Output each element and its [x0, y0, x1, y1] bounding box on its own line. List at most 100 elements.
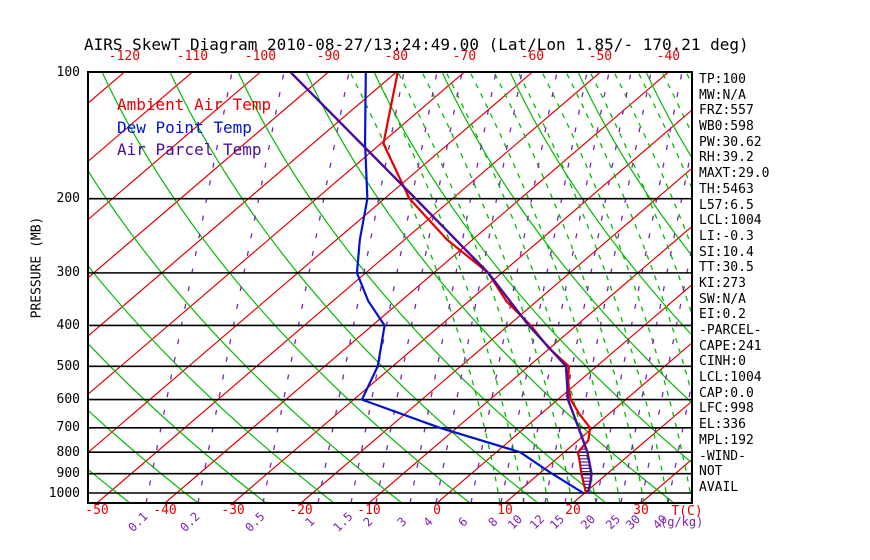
moist-adiabat-line: [373, 72, 525, 503]
dry-adiabat-line: [169, 72, 539, 503]
dry-adiabat-line: [782, 72, 870, 503]
stats-line: TH:5463: [699, 181, 754, 197]
isotherm-line: [88, 72, 465, 396]
plot-title: AIRS SkewT Diagram 2010-08-27/13:24:49.0…: [84, 35, 749, 54]
moist-adiabat-line: [565, 72, 692, 397]
stats-line: -PARCEL-: [699, 323, 762, 338]
moist-adiabat-line: [541, 72, 692, 503]
stats-line: LCL:1004: [699, 213, 762, 229]
dry-adiabat-line: [88, 169, 403, 503]
temp-bottom-tick-label: 10: [497, 503, 513, 518]
isotherm-line: [300, 167, 692, 503]
mixing-ratio-line: [544, 72, 632, 503]
legend-item-dewpoint: Dew Point Temp: [117, 118, 252, 137]
dry-adiabat-line: [645, 72, 692, 159]
dry-adiabat-line: [101, 72, 471, 503]
moist-adiabat-line: [493, 72, 645, 503]
temp-bottom-tick-label: -30: [221, 503, 245, 518]
moist-adiabat-line: [421, 72, 573, 503]
moist-adiabat-line: [758, 72, 870, 503]
moist-adiabat-line: [637, 72, 692, 190]
temp-top-tick-label: -80: [384, 49, 409, 64]
temp-top-tick-label: -120: [108, 49, 141, 64]
moist-adiabat-line: [782, 72, 870, 503]
isotherm-line: [96, 72, 601, 503]
mixing-ratio-line: [435, 72, 523, 503]
isotherm-line: [88, 72, 533, 454]
stats-line: PW:30.62: [699, 134, 762, 150]
pressure-tick-label: 400: [56, 317, 80, 333]
mixing-ratio-line: [595, 72, 683, 503]
moist-adiabat-line: [397, 72, 549, 503]
temp-top-tick-label: -100: [244, 49, 277, 64]
dry-adiabat-line: [237, 72, 607, 503]
stats-line: AVAIL: [699, 479, 739, 495]
stats-line: SI:10.4: [699, 244, 754, 260]
isotherm-line: [232, 109, 692, 503]
stats-line: SW:N/A: [699, 291, 746, 307]
temp-top-tick-label: -40: [656, 49, 681, 64]
pressure-tick-label: 600: [56, 392, 80, 408]
moist-adiabat-line: [806, 72, 870, 503]
moist-adiabat-line: [830, 72, 870, 503]
isotherm-line: [88, 72, 193, 163]
isotherm-line: [572, 400, 692, 503]
stats-line: EI:0.2: [699, 307, 746, 323]
series-blue-curve: [355, 72, 584, 494]
temp-bottom-tick-label: 20: [565, 503, 581, 518]
mixing-ratio-line: [409, 72, 497, 503]
stats-line: LFC:998: [699, 401, 754, 417]
plot-area: [0, 72, 870, 503]
mixing-ratio-line: [620, 143, 692, 503]
moist-adiabat-line: [517, 72, 669, 503]
temp-top-tick-label: -70: [452, 49, 477, 64]
stats-line: KI:273: [699, 275, 746, 291]
isotherm-line: [88, 72, 397, 337]
mixing-ratio-line: [262, 72, 350, 503]
mixing-ratio-line: [640, 244, 692, 503]
mixing-ratio-line: [317, 72, 405, 503]
isotherm-line: [436, 283, 692, 503]
mixing-ratio-line: [350, 72, 438, 503]
series-parcel_purple-curve: [289, 72, 593, 494]
moist-adiabat-line: [854, 72, 870, 503]
dry-adiabat-line: [88, 264, 335, 503]
dry-adiabat-line: [577, 72, 692, 257]
temp-bottom-tick-label: -20: [289, 503, 313, 518]
mixing-ratio-line: [500, 72, 588, 503]
stats-line: TP:100: [699, 72, 746, 87]
pressure-tick-label: 300: [56, 265, 80, 281]
stats-line: TT:30.5: [699, 260, 754, 276]
moist-adiabat-line: [613, 72, 692, 250]
temp-bottom-tick-label: 30: [633, 503, 649, 518]
pressure-tick-label: 700: [56, 420, 80, 436]
temp-bottom-tick-label: -40: [153, 503, 177, 518]
series-red-curve: [382, 72, 592, 494]
isotherm-line: [0, 72, 56, 503]
dry-adiabat-line: [441, 72, 692, 404]
pressure-tick-label: 900: [56, 466, 80, 482]
dry-adiabat-line: [509, 72, 692, 337]
stats-line: CINH:0: [699, 354, 746, 370]
stats-line: NOT: [699, 464, 723, 480]
dry-adiabat-line: [88, 468, 131, 503]
stats-line: WB0:598: [699, 119, 754, 135]
isotherm-line: [88, 72, 329, 279]
stats-line: CAPE:241: [699, 338, 762, 354]
temp-bottom-tick-label: -10: [357, 503, 381, 518]
mixing-ratio-line: [564, 72, 652, 503]
dry-adiabat-line: [88, 342, 267, 503]
mixing-ratio-line: [667, 379, 692, 503]
legend-item-ambient: Ambient Air Temp: [117, 95, 272, 114]
mixing-ratio-line: [145, 72, 233, 503]
dry-adiabat-line: [850, 72, 870, 503]
pressure-tick-label: 800: [56, 444, 80, 460]
moist-adiabat-line: [469, 72, 621, 503]
isotherm-line: [164, 72, 669, 503]
isotherm-line: [368, 225, 692, 503]
legend-item-parcel: Air Parcel Temp: [117, 140, 262, 159]
stats-line: FRZ:557: [699, 103, 754, 119]
stats-line: -WIND-: [699, 448, 746, 464]
mixing-ratio-line: [197, 72, 285, 503]
